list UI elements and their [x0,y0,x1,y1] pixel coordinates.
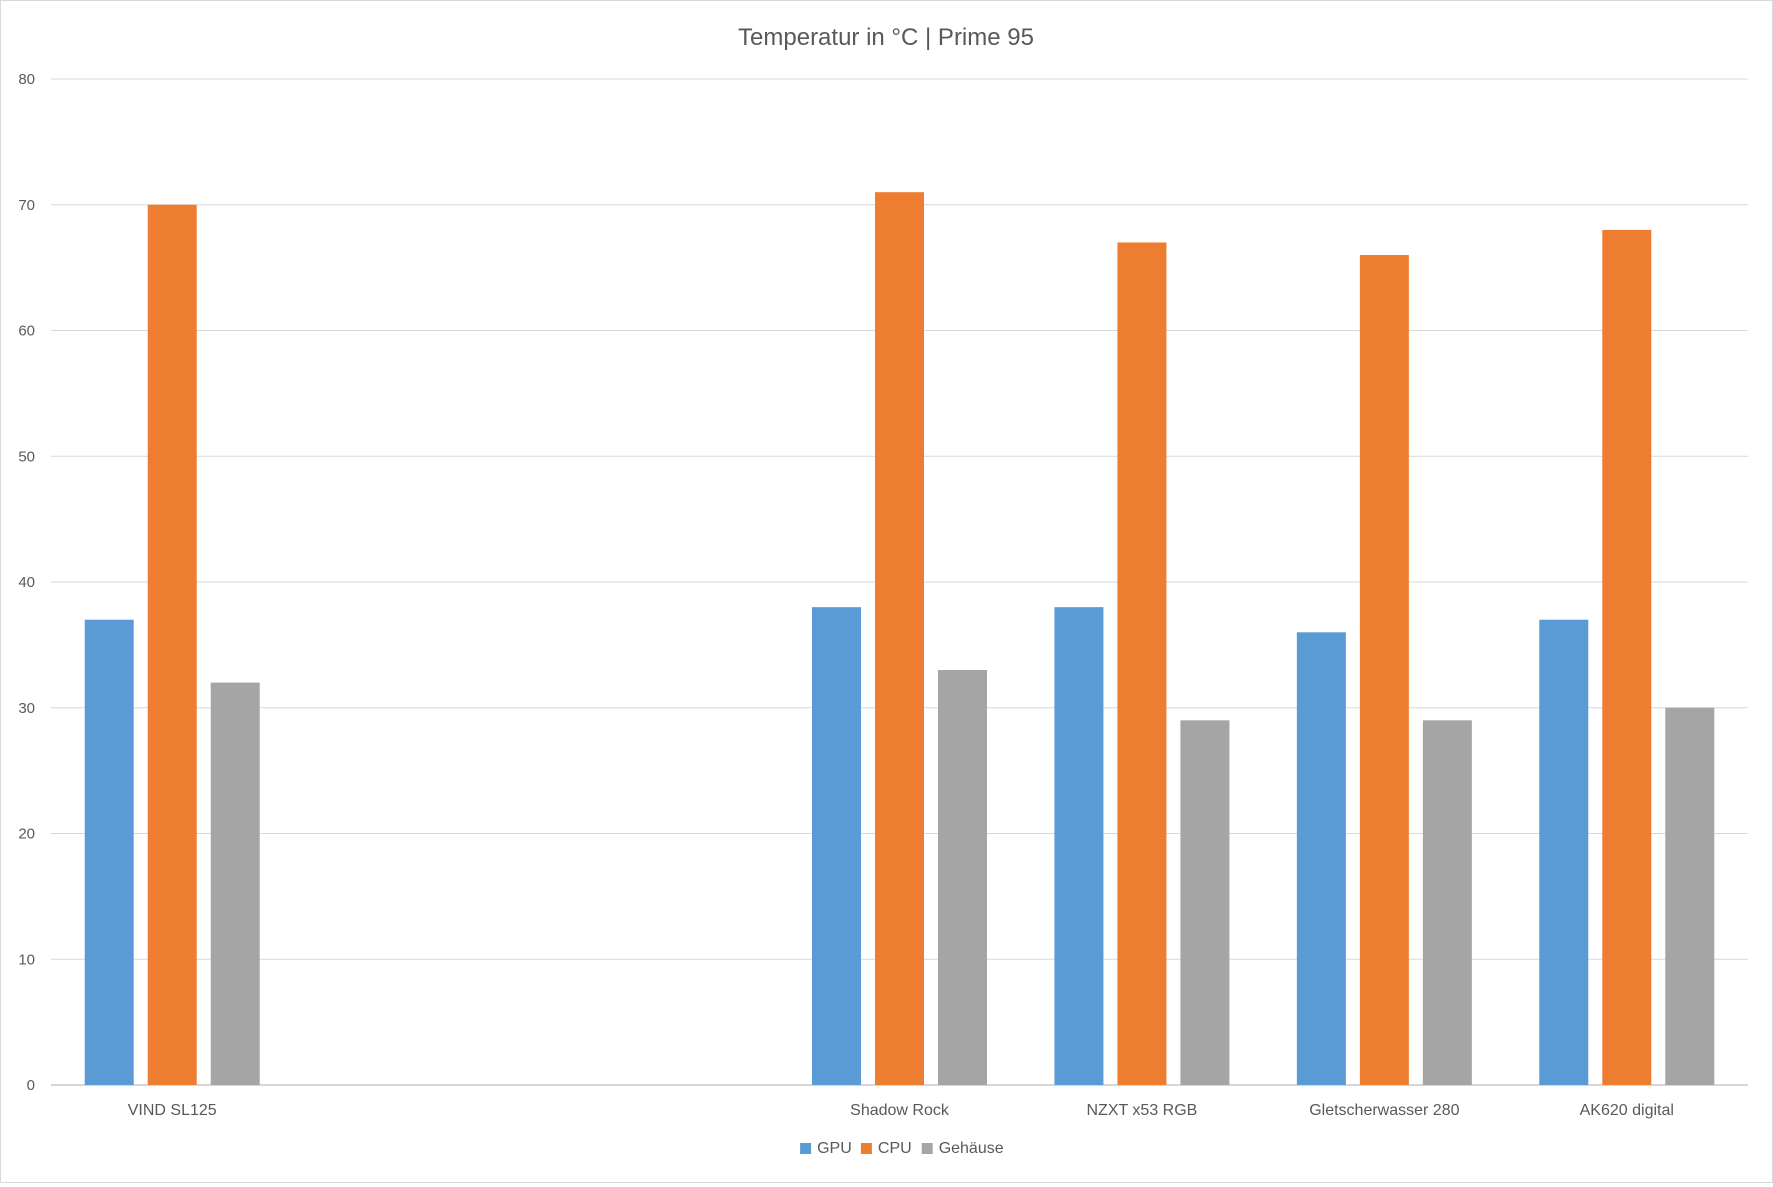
bar-cpu-5 [1359,255,1409,1086]
bar-cpu-0 [147,204,197,1085]
bar-cpu-3 [875,192,924,1086]
legend-swatch [921,1143,933,1154]
bar-gpu-6 [1539,619,1589,1085]
x-category-label: AK620 digital [1580,1102,1674,1119]
legend-label: Gehäuse [939,1140,1004,1157]
legend-swatch [860,1143,872,1154]
bar-gehuse-3 [938,670,987,1085]
x-category-label: Gletscherwasser 280 [1309,1102,1459,1119]
bar-gehuse-5 [1422,720,1472,1085]
bar-gehuse-6 [1665,707,1715,1085]
y-tick-label: 30 [18,700,35,717]
y-tick-label: 80 [18,71,35,88]
chart-title: Temperatur in °C | Prime 95 [738,24,1034,51]
bar-gpu-5 [1296,632,1346,1085]
x-category-label: Shadow Rock [850,1102,950,1119]
y-tick-label: 10 [18,951,35,968]
x-category-label: VIND SL125 [128,1102,217,1119]
y-tick-label: 50 [18,448,35,465]
legend-label: GPU [817,1140,852,1157]
x-category-label: NZXT x53 RGB [1087,1102,1198,1119]
bar-gpu-0 [84,619,134,1085]
legend-swatch [800,1143,812,1154]
y-tick-label: 40 [18,574,35,591]
y-tick-label: 20 [18,826,35,843]
y-tick-label: 70 [18,197,35,214]
bar-gpu-4 [1054,607,1104,1085]
bar-gpu-3 [812,607,861,1085]
bar-cpu-6 [1602,229,1652,1085]
bar-gehuse-4 [1180,720,1230,1085]
bar-cpu-4 [1117,242,1167,1086]
y-tick-label: 0 [27,1077,35,1094]
y-tick-label: 60 [18,323,35,340]
bar-gehuse-0 [210,682,260,1085]
legend-label: CPU [878,1140,912,1157]
